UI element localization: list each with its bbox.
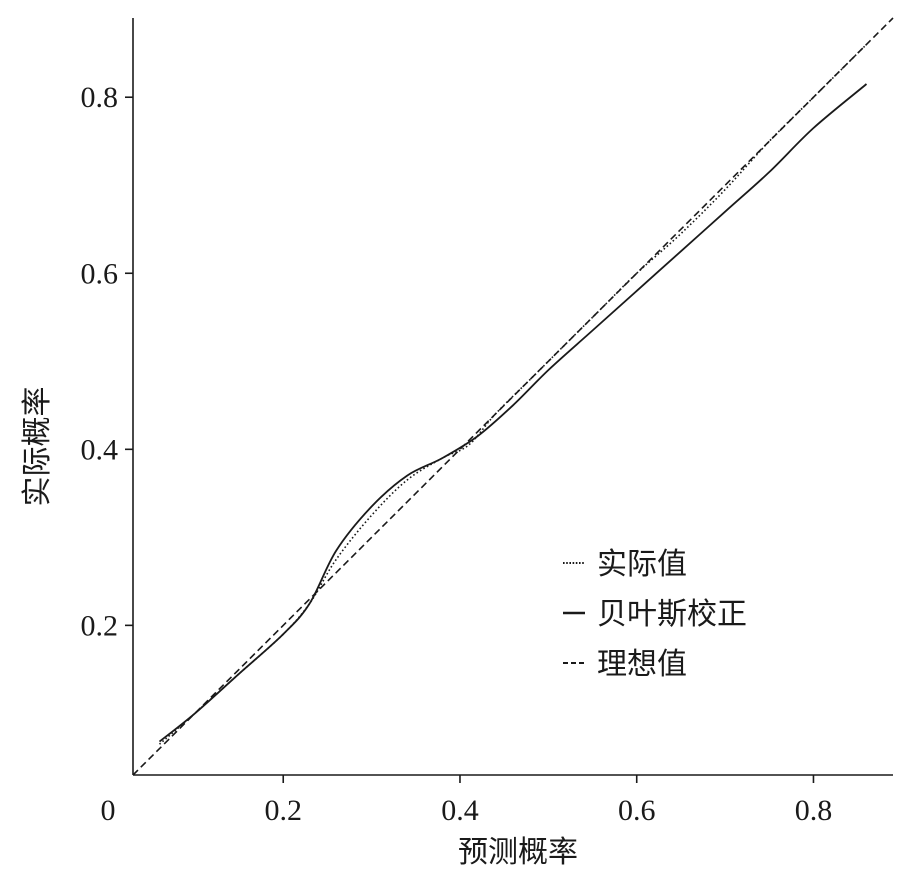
y-ticks: 0.2 0.4 0.6 0.8 bbox=[81, 81, 133, 642]
series-line-1 bbox=[158, 43, 868, 745]
y-axis-title: 实际概率 bbox=[20, 387, 55, 507]
legend-label-1: 实际值 bbox=[597, 547, 687, 582]
y-tick-label: 0.8 bbox=[81, 81, 119, 114]
y-tick-label: 0.2 bbox=[81, 609, 119, 642]
series-line-3 bbox=[132, 17, 894, 776]
axes bbox=[132, 18, 893, 776]
legend-label-2: 贝叶斯校正 bbox=[597, 597, 747, 632]
series-line-2 bbox=[158, 83, 868, 743]
x-tick-label: 0.8 bbox=[795, 794, 833, 827]
legend-label-3: 理想值 bbox=[597, 647, 687, 682]
x-tick-label: 0.6 bbox=[618, 794, 656, 827]
x-tick-label: 0 bbox=[101, 794, 116, 827]
x-tick-label: 0.2 bbox=[264, 794, 302, 827]
x-ticks: 0 0.2 0.4 0.6 0.8 bbox=[101, 775, 833, 827]
x-axis-title: 预测概率 bbox=[458, 835, 578, 870]
y-tick-label: 0.4 bbox=[81, 433, 119, 466]
plot-lines bbox=[132, 17, 894, 776]
x-tick-label: 0.4 bbox=[441, 794, 479, 827]
y-tick-label: 0.6 bbox=[81, 257, 119, 290]
